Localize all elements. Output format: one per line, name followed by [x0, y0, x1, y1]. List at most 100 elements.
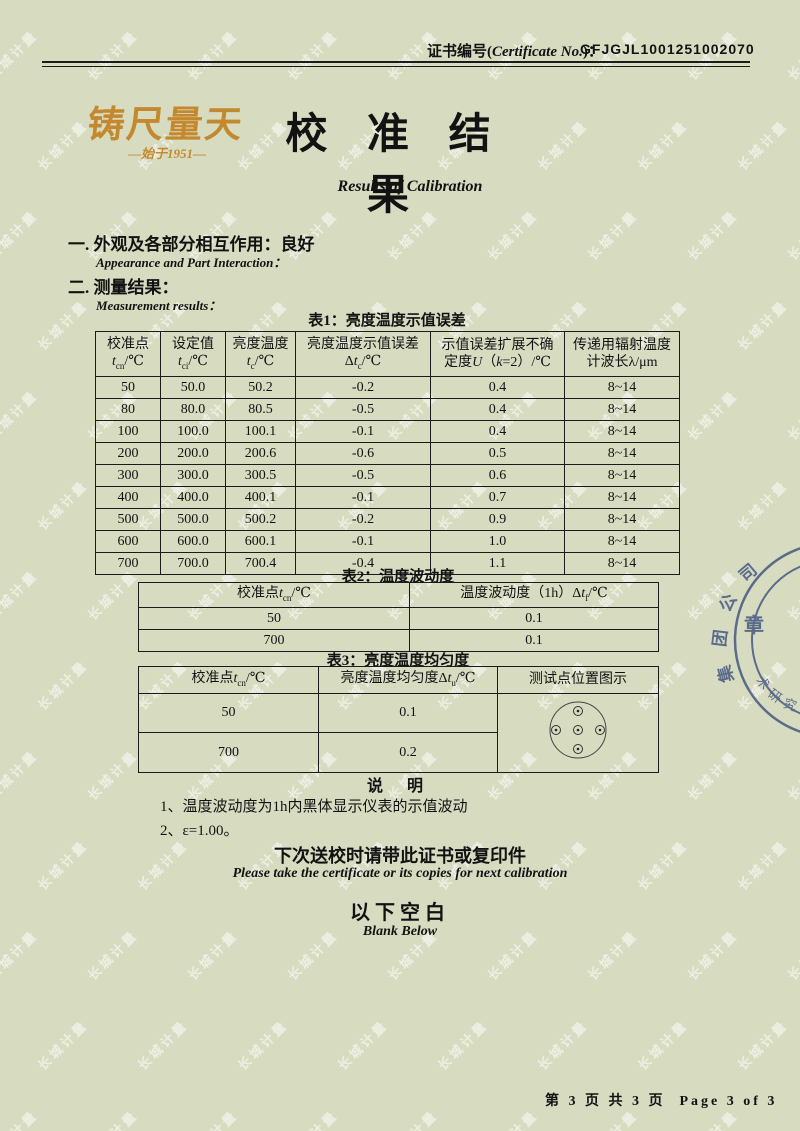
blank-below-label-english: Blank Below	[362, 924, 438, 939]
table-cell: 1.1	[430, 552, 565, 575]
table-cell: 300.0	[160, 464, 226, 487]
table1-header: 示值误差扩展不确 定度U（k=2）/℃	[430, 331, 565, 377]
table-cell: 100.0	[160, 420, 226, 443]
table-row: 300 300.0 300.5 -0.5 0.6 8~14	[95, 464, 680, 487]
table2-header: 校准点tcn/℃	[138, 582, 410, 608]
table-cell: 600.0	[160, 530, 226, 553]
table-cell: 300.5	[225, 464, 296, 487]
table-row: 400 400.0 400.1 -0.1 0.7 8~14	[95, 486, 680, 509]
table-cell: 0.7	[430, 486, 565, 509]
table-cell: 400.1	[225, 486, 296, 509]
table-cell: 8~14	[564, 442, 680, 465]
table-cell: 0.1	[409, 629, 659, 652]
table1-header: 校准点 tcn/℃	[95, 331, 161, 377]
table-cell: 200	[95, 442, 161, 465]
page-number-cn: 第 3 页 共 3 页	[545, 1094, 666, 1109]
table-cell: 1.0	[430, 530, 565, 553]
table-cell: 8~14	[564, 398, 680, 421]
table-cell: 80	[95, 398, 161, 421]
brand-logo-tagline: —始于1951—	[128, 146, 207, 161]
table-cell: 8~14	[564, 530, 680, 553]
table1-brightness-temperature-error: 校准点 tcn/℃ 设定值 tci/℃ 亮度温度 tc/℃ 亮度温度示值误差 Δtc/℃…	[95, 331, 680, 575]
table2-temperature-fluctuation: 校准点tcn/℃ 温度波动度（1h）Δtf/℃ 50 0.1 700 0.1	[138, 582, 659, 652]
table-cell: 500.0	[160, 508, 226, 531]
table-cell: 400	[95, 486, 161, 509]
section-measurement-english: Measurement results：	[96, 298, 222, 313]
table-cell: 50	[138, 692, 319, 734]
section-measurement: 二. 测量结果：	[68, 278, 179, 297]
table1-title: 表1：亮度温度示值误差	[308, 313, 466, 329]
table-cell: 8~14	[564, 376, 680, 399]
table-cell: 0.5	[430, 442, 565, 465]
table-row: 700 700.0 700.4 -0.4 1.1 8~14	[95, 552, 680, 575]
next-calibration-notice: 下次送校时请带此证书或复印件	[274, 846, 526, 866]
page-title-english: Results of Calibration	[337, 178, 483, 195]
table-cell: 700	[138, 732, 319, 773]
table-row: 50 0.1	[138, 692, 659, 773]
table-cell: 0.9	[430, 508, 565, 531]
blank-below-label: 以下空白	[350, 902, 450, 924]
table3-title: 表3：亮度温度均匀度	[326, 653, 470, 669]
header-double-rule	[42, 61, 750, 67]
table-cell: 0.4	[430, 376, 565, 399]
table-cell: 500	[95, 508, 161, 531]
table-cell: 8~14	[564, 508, 680, 531]
table1-header: 亮度温度示值误差 Δtc/℃	[295, 331, 431, 377]
table-row: 50 0.1	[138, 607, 659, 630]
seal-arc-text: 集团公司	[709, 549, 756, 685]
table2-header-row: 校准点tcn/℃ 温度波动度（1h）Δtf/℃	[138, 582, 659, 608]
table-row: 80 80.0 80.5 -0.5 0.4 8~14	[95, 398, 680, 421]
section-appearance-english: Appearance and Part Interaction：	[96, 255, 287, 270]
table-cell: 700	[138, 629, 410, 652]
table3-brightness-temperature-uniformity: 校准点tcn/℃ 亮度温度均匀度Δtu/℃ 测试点位置图示 50 0.1	[138, 666, 659, 773]
table-cell: 600.1	[225, 530, 296, 553]
table-cell: 8~14	[564, 486, 680, 509]
table-row: 700 0.2	[138, 732, 659, 773]
table-cell: -0.1	[295, 420, 431, 443]
note-item-2: 2、ε=1.00。	[160, 823, 239, 839]
certificate-number-label: 证书编号(Certificate No.)：	[427, 44, 603, 60]
table-cell: -0.6	[295, 442, 431, 465]
table-cell: 0.1	[318, 692, 498, 734]
table-cell: 8~14	[564, 552, 680, 575]
table-row: 100 100.0 100.1 -0.1 0.4 8~14	[95, 420, 680, 443]
table3-header: 校准点tcn/℃	[138, 666, 319, 694]
table-cell: 100	[95, 420, 161, 443]
section-appearance: 一. 外观及各部分相互作用：良好	[68, 235, 315, 254]
table-row: 700 0.1	[138, 629, 659, 652]
table-row: 50 50.0 50.2 -0.2 0.4 8~14	[95, 376, 680, 399]
table-cell: -0.4	[295, 552, 431, 575]
table3-header-row: 校准点tcn/℃ 亮度温度均匀度Δtu/℃ 测试点位置图示	[138, 666, 659, 694]
table-cell: 0.1	[409, 607, 659, 630]
table-cell: -0.5	[295, 464, 431, 487]
table-row: 600 600.0 600.1 -0.1 1.0 8~14	[95, 530, 680, 553]
table-cell: 50	[138, 607, 410, 630]
table-cell: 50.0	[160, 376, 226, 399]
table-cell: 8~14	[564, 420, 680, 443]
seal-inner-text: 术研究所	[753, 673, 800, 716]
official-seal-partial: 集团公司 章 术研究所	[709, 547, 800, 733]
table-cell: 600	[95, 530, 161, 553]
table-cell: -0.1	[295, 486, 431, 509]
table-cell: 0.4	[430, 420, 565, 443]
page-number-en: Page 3 of 3	[679, 1094, 778, 1109]
table-cell: 300	[95, 464, 161, 487]
table-cell: 200.0	[160, 442, 226, 465]
table-cell: 80.0	[160, 398, 226, 421]
test-point-diagram-cell	[497, 693, 659, 773]
note-item-1: 1、温度波动度为1h内黑体显示仪表的示值波动	[160, 799, 468, 815]
table-cell: 0.4	[430, 398, 565, 421]
svg-text:集团公司: 集团公司	[709, 549, 773, 685]
next-calibration-notice-english: Please take the certificate or its copie…	[232, 866, 568, 881]
table-row: 500 500.0 500.2 -0.2 0.9 8~14	[95, 508, 680, 531]
table-cell: -0.5	[295, 398, 431, 421]
notes-title: 说 明	[366, 778, 433, 795]
table-cell: 8~14	[564, 464, 680, 487]
test-point-diagram	[549, 701, 607, 759]
certificate-number-value: GFJGJL1001251002070	[580, 41, 755, 57]
table-cell: 0.6	[430, 464, 565, 487]
table-row: 200 200.0 200.6 -0.6 0.5 8~14	[95, 442, 680, 465]
table1-header-row: 校准点 tcn/℃ 设定值 tci/℃ 亮度温度 tc/℃ 亮度温度示值误差 Δtc/℃…	[95, 331, 680, 377]
table1-header: 传递用辐射温度 计波长λ/μm	[564, 331, 680, 377]
